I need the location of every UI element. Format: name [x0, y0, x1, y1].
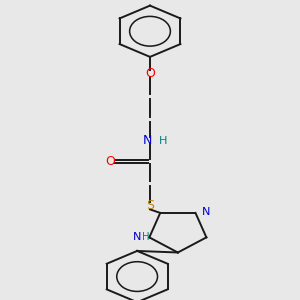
Text: O: O [106, 155, 116, 168]
Text: N: N [143, 134, 152, 147]
Text: O: O [145, 67, 155, 80]
Text: H: H [142, 232, 150, 242]
Text: H: H [159, 136, 167, 146]
Text: N: N [133, 232, 142, 242]
Text: S: S [146, 199, 154, 212]
Text: N: N [202, 207, 210, 217]
